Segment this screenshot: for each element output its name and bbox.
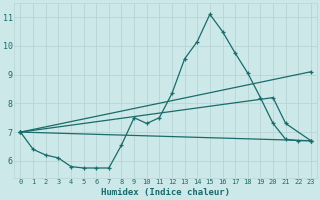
X-axis label: Humidex (Indice chaleur): Humidex (Indice chaleur) (101, 188, 230, 197)
